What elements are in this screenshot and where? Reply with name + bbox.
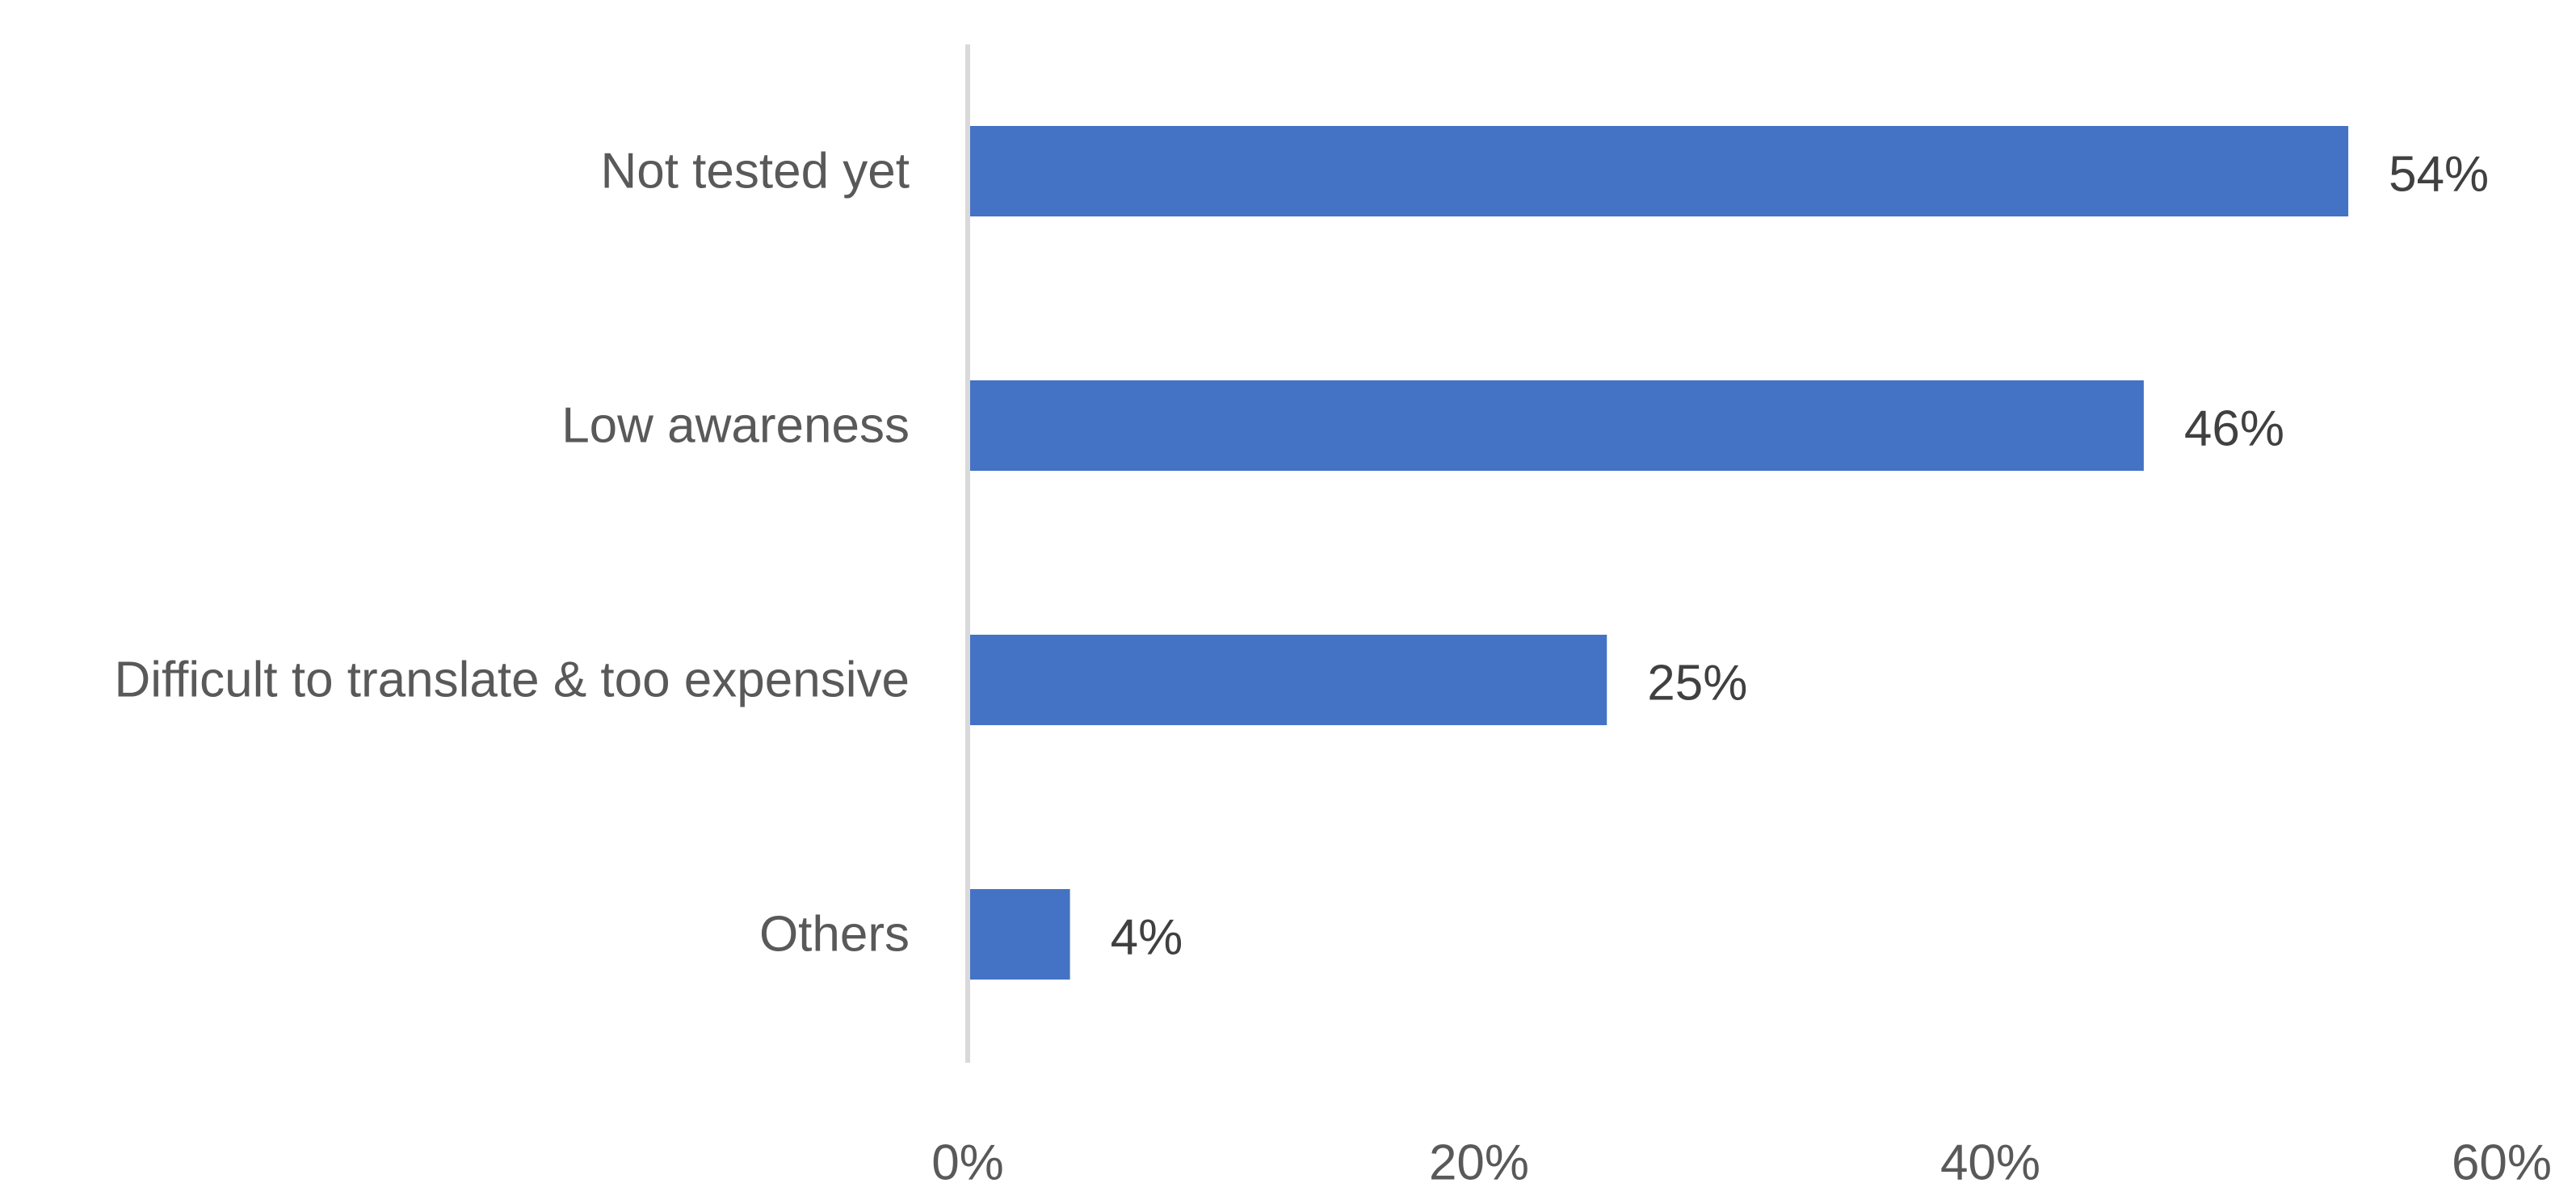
category-label: Not tested yet (600, 144, 910, 199)
category-label: Difficult to translate & too expensive (115, 652, 910, 708)
value-labels-group: 54% 46% 25% 4% (1111, 147, 2490, 966)
bar (968, 889, 1070, 980)
category-label: Low awareness (561, 398, 910, 454)
category-labels-group: Not tested yet Low awareness Difficult to … (115, 144, 910, 963)
x-tick-label: 60% (2452, 1135, 2552, 1191)
x-tick-labels-group: 0% 20% 40% 60% (931, 1135, 2552, 1191)
x-tick-label: 20% (1429, 1135, 1529, 1191)
bar-value-label: 4% (1111, 910, 1183, 966)
bar-value-label: 25% (1647, 656, 1747, 711)
category-label: Others (759, 907, 910, 963)
x-tick-label: 0% (931, 1135, 1004, 1191)
x-tick-label: 40% (1940, 1135, 2040, 1191)
bar (968, 126, 2349, 216)
bar-value-label: 54% (2389, 147, 2489, 203)
bars-group (968, 126, 2349, 980)
bar (968, 380, 2144, 471)
bar-value-label: 46% (2184, 401, 2284, 457)
bar (968, 635, 1607, 725)
